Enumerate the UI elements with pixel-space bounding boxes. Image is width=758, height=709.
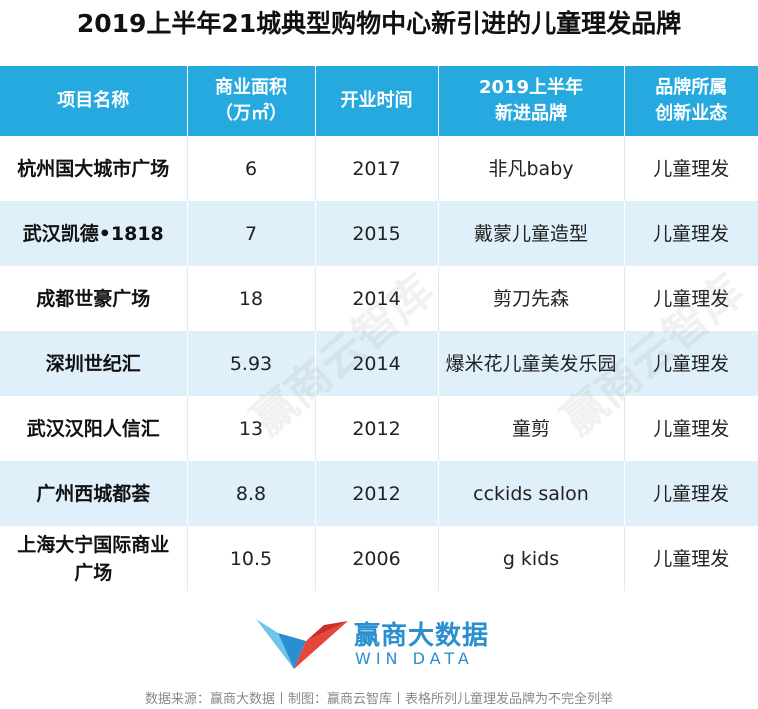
table-row: 广州西城都荟 8.8 2012 cckids salon 儿童理发: [0, 461, 758, 526]
cell-brand-type: 儿童理发: [624, 396, 758, 461]
cell-brand-type: 儿童理发: [624, 526, 758, 591]
cell-brand: 爆米花儿童美发乐园: [438, 331, 625, 396]
cell-brand: 童剪: [438, 396, 625, 461]
cell-brand: 戴蒙儿童造型: [438, 201, 625, 266]
cell-area: 5.93: [187, 331, 316, 396]
cell-area: 18: [187, 266, 316, 331]
cell-brand-type: 儿童理发: [624, 461, 758, 526]
cell-brand-type: 儿童理发: [624, 266, 758, 331]
cell-project-name: 上海大宁国际商业 广场: [0, 526, 188, 591]
cell-open-year: 2006: [315, 526, 439, 591]
win-data-logo-mark: [256, 619, 348, 669]
cell-brand: 剪刀先森: [438, 266, 625, 331]
header-brand-type: 品牌所属 创新业态: [624, 66, 758, 136]
table-row: 武汉汉阳人信汇 13 2012 童剪 儿童理发: [0, 396, 758, 461]
cell-brand: g kids: [438, 526, 625, 591]
cell-area: 7: [187, 201, 316, 266]
cell-open-year: 2012: [315, 396, 439, 461]
cell-brand-type: 儿童理发: [624, 136, 758, 201]
logo-en-text: WIN DATA: [355, 649, 474, 668]
cell-brand-type: 儿童理发: [624, 201, 758, 266]
cell-area: 10.5: [187, 526, 316, 591]
table-row: 成都世豪广场 18 2014 剪刀先森 儿童理发: [0, 266, 758, 331]
cell-project-name: 深圳世纪汇: [0, 331, 188, 396]
table-row: 深圳世纪汇 5.93 2014 爆米花儿童美发乐园 儿童理发: [0, 331, 758, 396]
table-row: 武汉凯德•1818 7 2015 戴蒙儿童造型 儿童理发: [0, 201, 758, 266]
table-row: 杭州国大城市广场 6 2017 非凡baby 儿童理发: [0, 136, 758, 201]
cell-project-name: 武汉凯德•1818: [0, 201, 188, 266]
cell-open-year: 2014: [315, 331, 439, 396]
table-row: 上海大宁国际商业 广场 10.5 2006 g kids 儿童理发: [0, 526, 758, 591]
cell-open-year: 2015: [315, 201, 439, 266]
cell-area: 6: [187, 136, 316, 201]
cell-project-name: 成都世豪广场: [0, 266, 188, 331]
cell-brand: 非凡baby: [438, 136, 625, 201]
header-new-brand: 2019上半年 新进品牌: [438, 66, 625, 136]
logo-cn-text: 赢商大数据: [354, 621, 490, 651]
table-header-row: 项目名称 商业面积 （万㎡） 开业时间 2019上半年 新进品牌 品牌所属 创新业态: [0, 66, 758, 136]
cell-brand: cckids salon: [438, 461, 625, 526]
header-project-name: 项目名称: [0, 66, 188, 136]
cell-project-name: 武汉汉阳人信汇: [0, 396, 188, 461]
cell-brand-type: 儿童理发: [624, 331, 758, 396]
cell-open-year: 2012: [315, 461, 439, 526]
brand-table: 项目名称 商业面积 （万㎡） 开业时间 2019上半年 新进品牌 品牌所属 创新业态 …: [0, 66, 758, 591]
win-data-logo: 赢商大数据 WIN DATA: [254, 611, 514, 673]
cell-area: 8.8: [187, 461, 316, 526]
cell-area: 13: [187, 396, 316, 461]
cell-open-year: 2017: [315, 136, 439, 201]
cell-open-year: 2014: [315, 266, 439, 331]
header-open-year: 开业时间: [315, 66, 439, 136]
footer-source: 数据来源：赢商大数据丨制图：赢商云智库丨表格所列儿童理发品牌为不完全列举: [144, 692, 613, 707]
cell-project-name: 杭州国大城市广场: [0, 136, 188, 201]
page-title: 2019上半年21城典型购物中心新引进的儿童理发品牌: [76, 9, 682, 38]
header-area: 商业面积 （万㎡）: [187, 66, 316, 136]
cell-project-name: 广州西城都荟: [0, 461, 188, 526]
